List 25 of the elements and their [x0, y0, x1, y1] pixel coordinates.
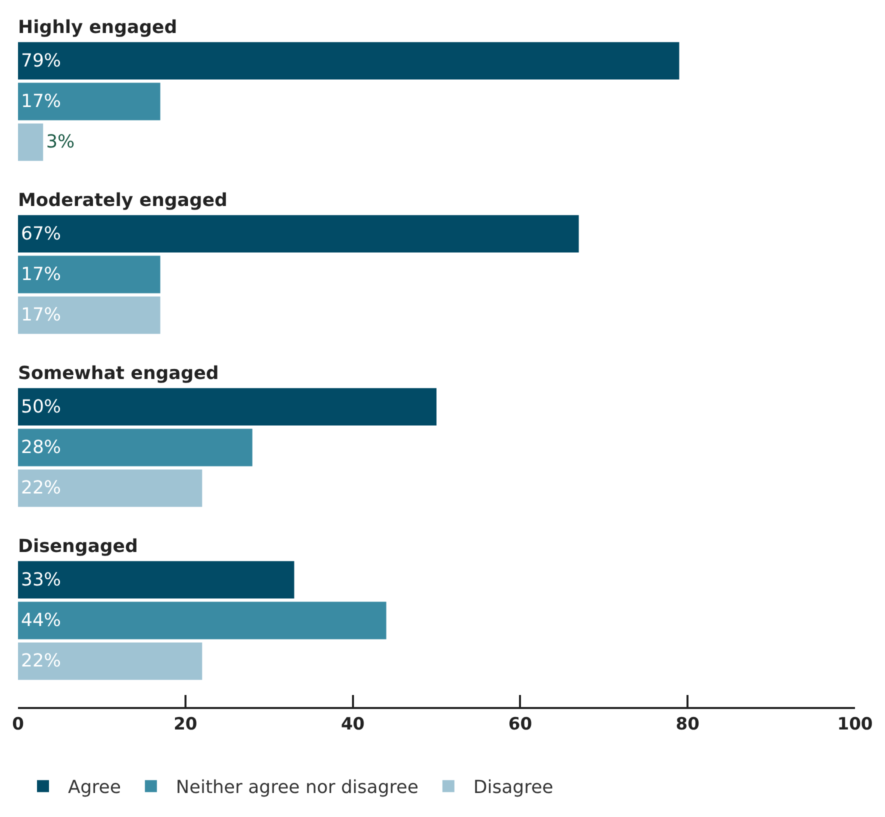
legend-label: Disagree	[473, 777, 554, 798]
y-tick-label: Moderately engaged	[18, 190, 228, 211]
data-label: 22%	[21, 650, 62, 672]
y-tick-label: Somewhat engaged	[18, 363, 219, 384]
x-tick-label: 60	[508, 714, 532, 734]
data-label: 50%	[21, 396, 62, 418]
x-tick-label: 20	[174, 714, 198, 734]
data-label: 17%	[21, 304, 62, 326]
data-label: 22%	[21, 478, 62, 499]
data-label: 44%	[21, 610, 62, 631]
legend-label: Agree	[68, 777, 121, 798]
x-tick-label: 0	[12, 714, 24, 734]
data-label: 28%	[21, 437, 62, 458]
x-tick-label: 40	[340, 714, 365, 734]
data-label: 3%	[46, 132, 75, 153]
data-label: 17%	[21, 264, 62, 285]
y-tick-label: Highly engaged	[18, 17, 178, 38]
x-tick-label: 100	[837, 714, 873, 734]
data-label: 17%	[21, 91, 62, 112]
data-label: 79%	[21, 50, 62, 72]
data-label: 67%	[21, 223, 62, 244]
legend-label: Neither agree nor disagree	[176, 777, 418, 798]
y-tick-label: Disengaged	[18, 536, 138, 557]
x-tick-label: 80	[676, 714, 700, 734]
data-label: 33%	[21, 569, 62, 590]
